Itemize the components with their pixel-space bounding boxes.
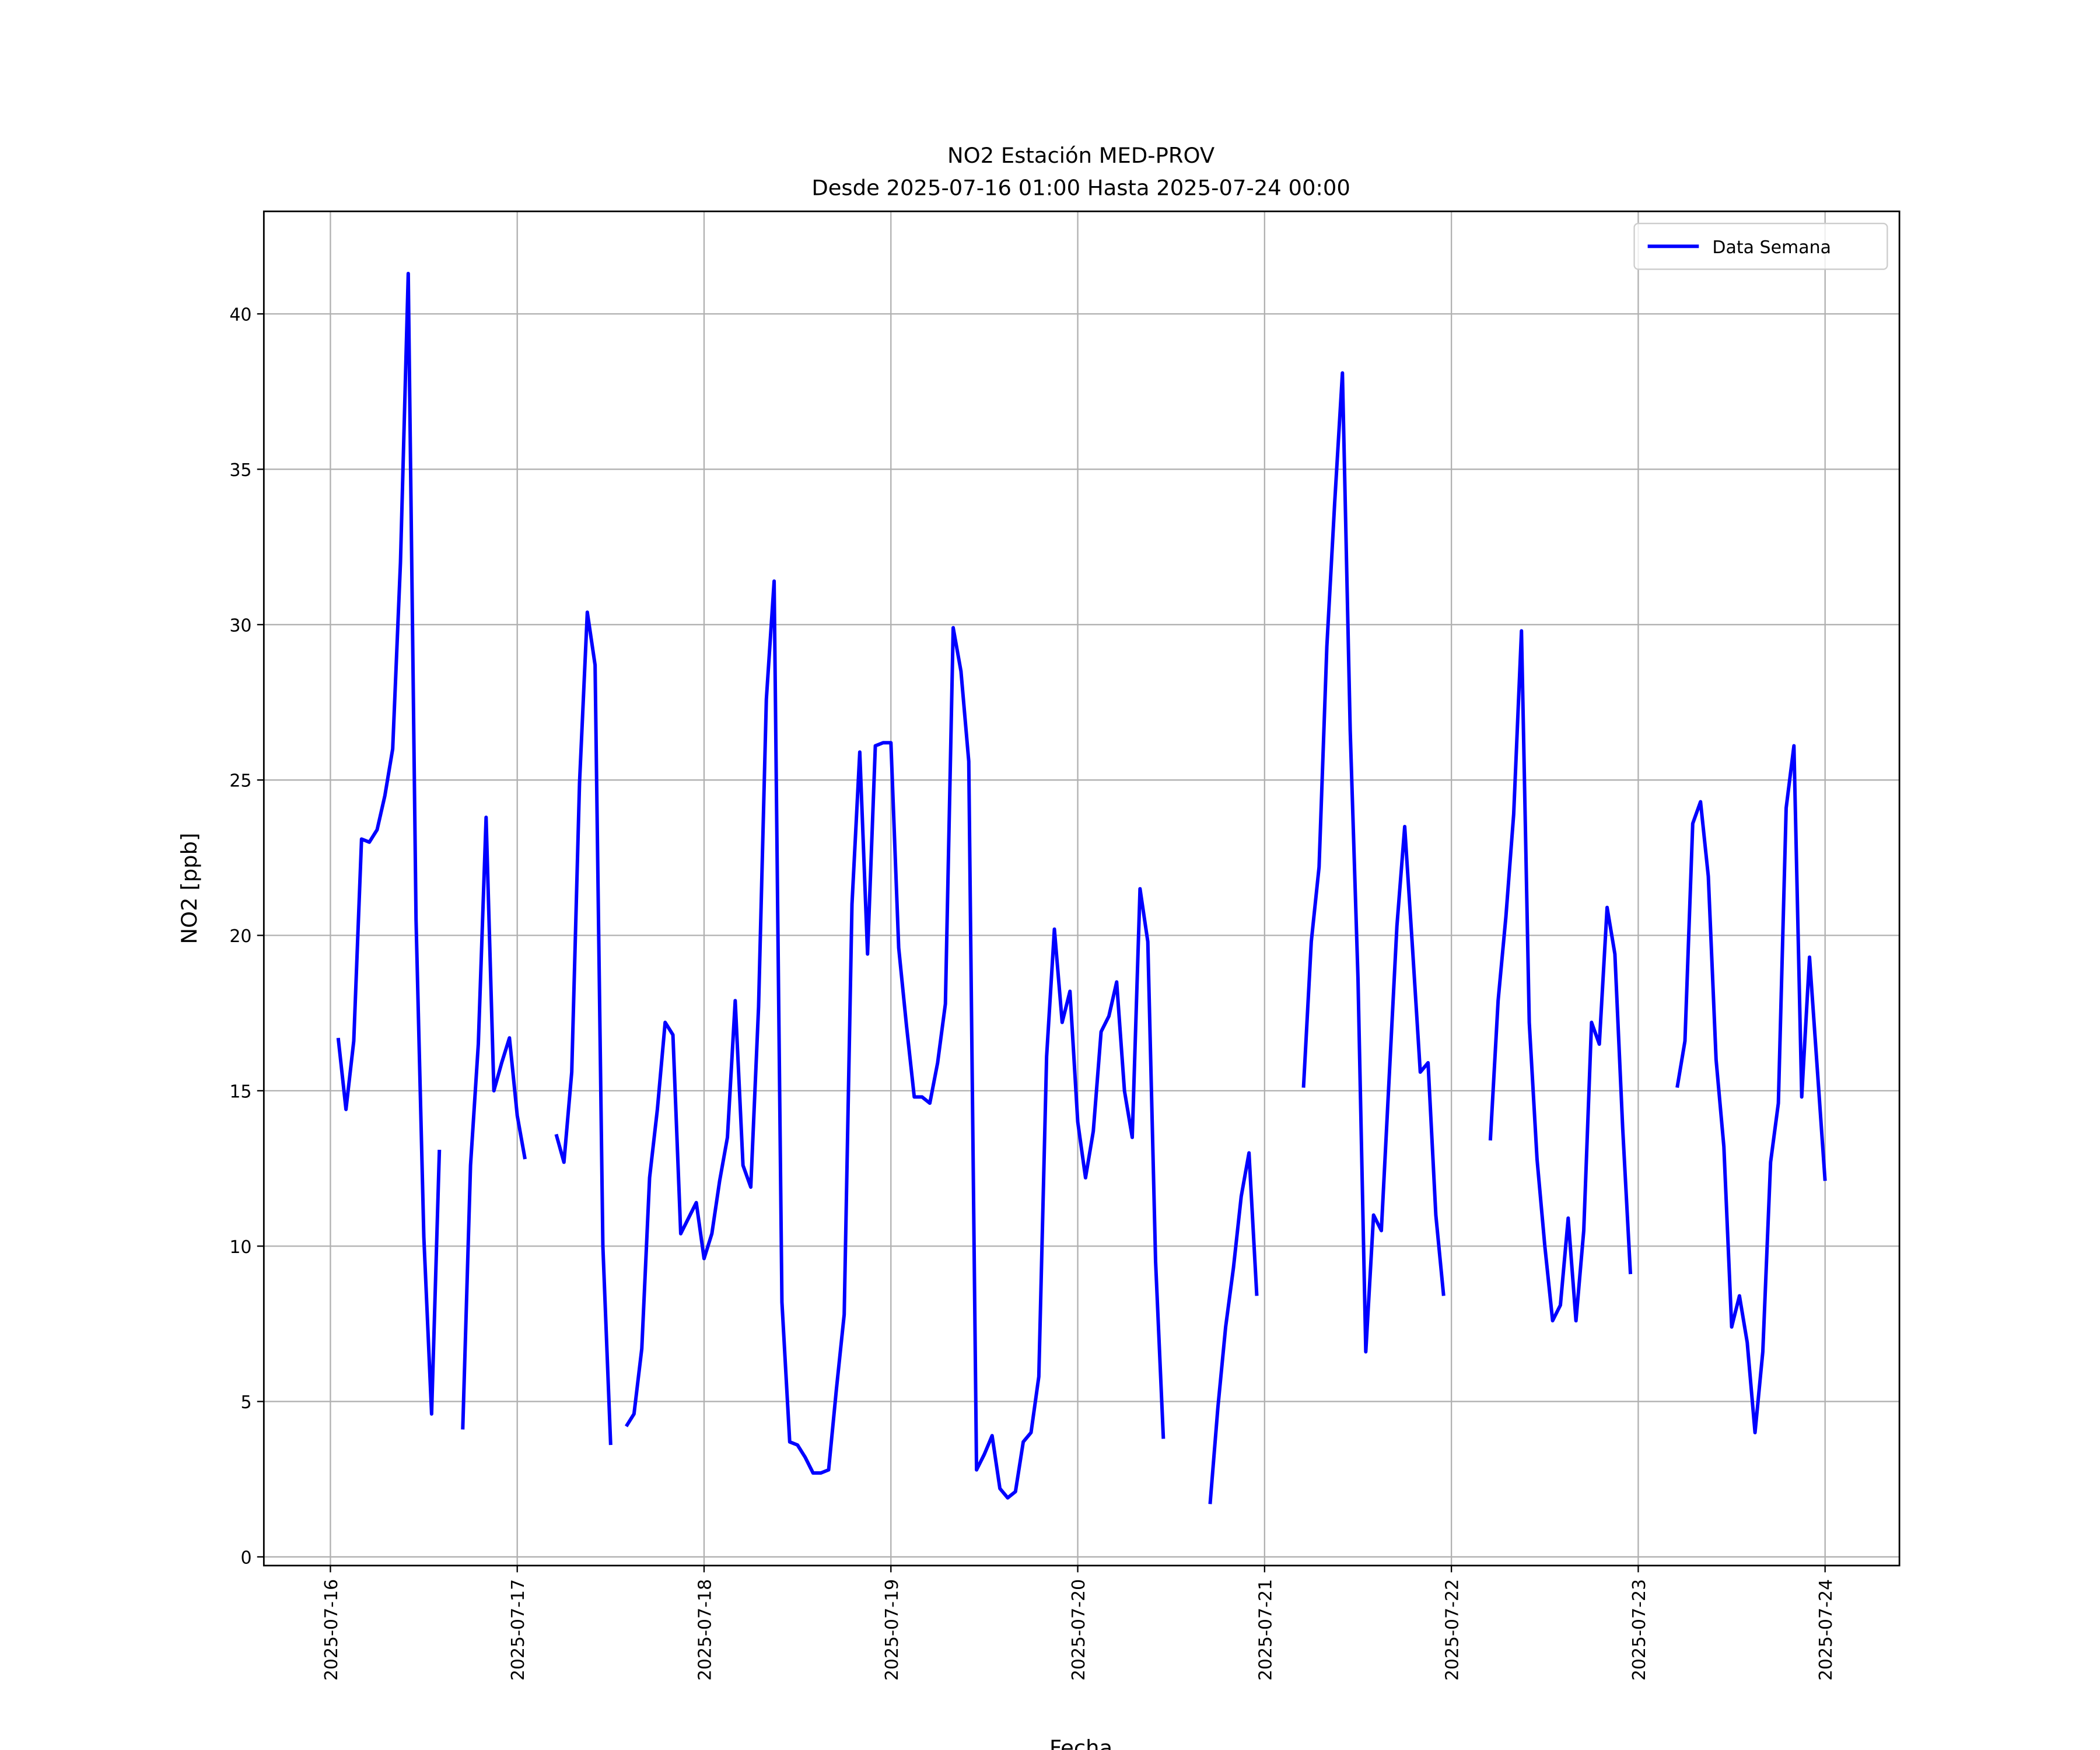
legend-label: Data Semana [1712, 237, 1831, 258]
x-tick-label: 2025-07-17 [508, 1579, 528, 1681]
y-tick-label: 5 [240, 1392, 251, 1413]
y-axis-label: NO2 [ppb] [177, 833, 202, 944]
y-tick-label: 15 [229, 1082, 251, 1102]
x-tick-label: 2025-07-18 [695, 1579, 716, 1681]
chart-title: NO2 Estación MED-PROV [947, 143, 1214, 168]
x-tick-label: 2025-07-22 [1443, 1579, 1463, 1681]
x-axis-label: Fecha [1049, 1735, 1112, 1750]
x-tick-label: 2025-07-19 [882, 1579, 902, 1681]
y-tick-label: 25 [229, 771, 251, 792]
legend-box [1633, 222, 1888, 270]
chart-subtitle: Desde 2025-07-16 01:00 Hasta 2025-07-24 … [811, 176, 1350, 201]
data-line [336, 271, 1827, 1504]
y-tick-label: 0 [240, 1548, 251, 1568]
y-tick-label: 10 [229, 1237, 251, 1258]
x-tick-label: 2025-07-16 [321, 1579, 342, 1681]
y-tick-label: 30 [229, 615, 251, 636]
x-tick-label: 2025-07-23 [1629, 1579, 1650, 1681]
x-tick-label: 2025-07-20 [1069, 1579, 1089, 1681]
y-tick-label: 20 [229, 926, 251, 947]
y-tick-label: 40 [229, 305, 251, 326]
y-tick-label: 35 [229, 460, 251, 481]
legend: Data Semana [1633, 222, 1888, 270]
x-tick-label: 2025-07-21 [1255, 1579, 1276, 1681]
x-tick-label: 2025-07-24 [1816, 1579, 1836, 1681]
plot-frame [262, 210, 1901, 1567]
